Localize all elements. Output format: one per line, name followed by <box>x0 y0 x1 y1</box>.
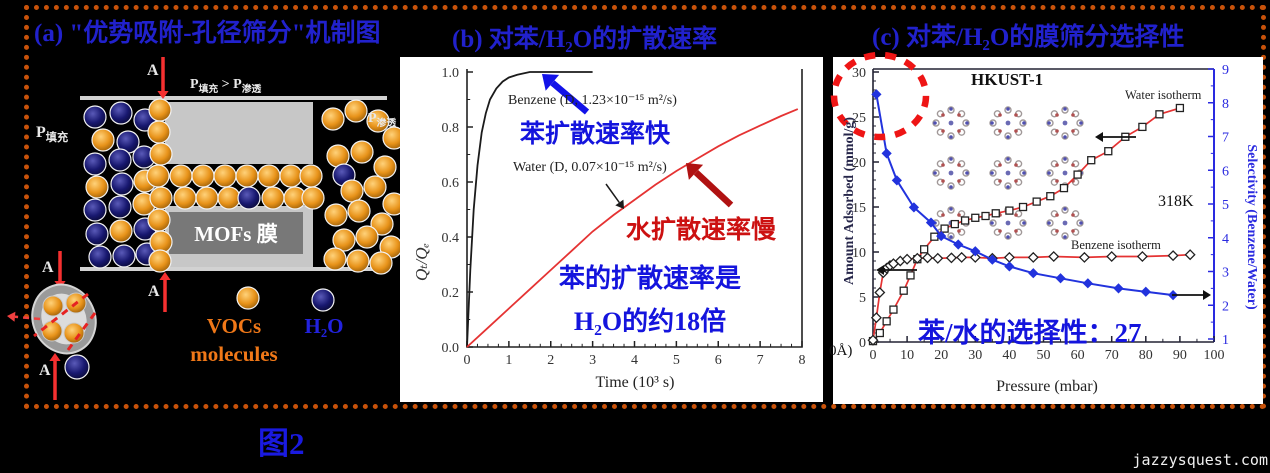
chart-b-xlabel: Time (10³ s) <box>595 374 675 391</box>
benzene-fast-annotation: 苯扩散速率快 <box>520 121 671 148</box>
svg-text:0.0: 0.0 <box>442 341 460 356</box>
svg-text:6: 6 <box>1222 164 1229 179</box>
panel-c-chart: 0 10 20 30 40 50 60 70 80 90 100 0 5 10 15 20 25 30 1 2 3 4 5 6… <box>829 51 1263 404</box>
panel-b-title: (b) 对苯/H₂O的扩散速率 <box>452 26 718 53</box>
section-a-inset-top: A <box>42 259 54 276</box>
svg-text:2: 2 <box>547 353 554 368</box>
svg-text:8: 8 <box>799 353 806 368</box>
water-diffusivity-label: Water (D, 0.07×10⁻¹⁵ m²/s) <box>513 160 667 175</box>
svg-text:0.6: 0.6 <box>442 176 460 191</box>
series-benzene <box>466 71 593 348</box>
svg-text:1: 1 <box>505 353 512 368</box>
pressure-feed-label: P填充 <box>36 124 69 145</box>
svg-text:70: 70 <box>1105 348 1119 363</box>
svg-text:10: 10 <box>900 348 914 363</box>
benzene-diffusivity-label: Benzene (D, 1.23×10⁻¹⁵ m²/s) <box>508 93 677 108</box>
svg-text:6: 6 <box>715 353 722 368</box>
section-a-bottom: A <box>148 283 160 300</box>
svg-text:7: 7 <box>1222 131 1229 146</box>
water-slow-annotation: 水扩散速率慢 <box>626 217 777 244</box>
section-a-top: A <box>147 62 159 79</box>
svg-text:30: 30 <box>968 348 982 363</box>
pressure-permeate-label: P渗透 <box>368 111 397 129</box>
svg-text:3: 3 <box>589 353 596 368</box>
svg-text:0: 0 <box>870 348 877 363</box>
svg-text:4: 4 <box>1222 232 1229 247</box>
svg-text:80: 80 <box>1139 348 1153 363</box>
svg-text:40: 40 <box>1002 348 1016 363</box>
section-a-inset-bottom: A <box>39 362 51 379</box>
mofs-membrane-box: MOFs 膜 <box>169 212 303 254</box>
svg-text:0.4: 0.4 <box>442 231 460 246</box>
svg-text:20: 20 <box>852 156 866 171</box>
figure-number-label: 图2 <box>258 426 305 461</box>
svg-text:5: 5 <box>1222 198 1229 213</box>
svg-text:4: 4 <box>631 353 638 368</box>
water-isotherm-label: Water isotherm <box>1125 88 1202 102</box>
series-selectivity <box>875 94 1174 297</box>
chart-b-ylabel: Qₜ/Qₑ <box>412 243 431 281</box>
svg-text:10: 10 <box>852 246 866 261</box>
svg-text:30: 30 <box>852 66 866 81</box>
cropped-axis-fragment: 0Å) <box>829 343 853 359</box>
svg-text:9: 9 <box>1222 63 1229 78</box>
svg-text:3: 3 <box>1222 266 1229 281</box>
chart-c-xlabel: Pressure (mbar) <box>996 378 1098 395</box>
molecule-field <box>83 98 406 275</box>
svg-text:20: 20 <box>934 348 948 363</box>
chart-c-ylabel-left: Amount Adsorbed (mmol/g) <box>842 117 857 286</box>
highlight-circle <box>830 51 930 141</box>
svg-text:100: 100 <box>1204 348 1225 363</box>
svg-text:1.0: 1.0 <box>442 66 460 81</box>
svg-text:0.8: 0.8 <box>442 121 460 136</box>
legend-water-label: H₂O <box>304 314 344 338</box>
mofs-membrane-label: MOFs 膜 <box>194 222 278 246</box>
chart-c-ylabel-right: Selectivity (Benzene/Water) <box>1244 144 1259 310</box>
legend-swatches <box>236 286 335 312</box>
legend-vocs-line2: molecules <box>190 342 278 366</box>
ratio-annotation-line2: H₂O的约18倍 <box>573 307 727 336</box>
watermark: jazzysquest.com <box>1132 451 1268 469</box>
svg-text:2: 2 <box>1222 299 1229 314</box>
svg-text:0: 0 <box>464 353 471 368</box>
pressure-compare-label: P填充 > P渗透 <box>190 77 262 95</box>
legend-vocs-line1: VOCs <box>206 314 262 338</box>
svg-text:60: 60 <box>1071 348 1085 363</box>
benzene-isotherm-label: Benzene isotherm <box>1071 238 1161 252</box>
svg-text:1: 1 <box>1222 333 1229 348</box>
dashed-border-box <box>24 5 1266 409</box>
selectivity-annotation: 苯/水的选择性：27 <box>918 318 1142 348</box>
panel-a-diagram: MOFs 膜 P填充 P填充 > P渗透 P渗透 A A A A VOCs mo… <box>0 0 406 473</box>
series-water-isotherm <box>872 107 1181 342</box>
svg-text:7: 7 <box>757 353 764 368</box>
series-water <box>466 108 799 348</box>
mof-structure-inset <box>932 106 1084 240</box>
svg-text:8: 8 <box>1222 97 1229 112</box>
svg-text:15: 15 <box>852 201 866 216</box>
panel-b-chart: 0 1 2 3 4 5 6 7 8 0.0 0.2 0.4 0.6 0.8 1.0 Qₜ/Qₑ Time (… <box>400 57 823 402</box>
ratio-annotation-line1: 苯的扩散速率是 <box>558 264 741 293</box>
support-block-top <box>165 102 313 164</box>
svg-text:5: 5 <box>673 353 680 368</box>
temperature-label: 318K <box>1158 193 1194 210</box>
selectivity-chart-svg: 0 10 20 30 40 50 60 70 80 90 100 0 5 10 15 20 25 30 1 2 3 4 5 6… <box>830 51 1229 363</box>
svg-text:90: 90 <box>1173 348 1187 363</box>
hkust1-label: HKUST-1 <box>971 70 1044 89</box>
panel-c-title: (c) 对苯/H₂O的膜筛分选择性 <box>872 24 1185 51</box>
svg-text:0: 0 <box>859 336 866 351</box>
panel-a-shapes <box>7 57 406 400</box>
svg-text:50: 50 <box>1037 348 1051 363</box>
svg-text:0.2: 0.2 <box>442 286 460 301</box>
panel-a-title: (a) "优势吸附-孔径筛分"机制图 <box>34 20 381 47</box>
diffusion-chart-svg: 0 1 2 3 4 5 6 7 8 0.0 0.2 0.4 0.6 0.8 1.0 <box>442 66 806 368</box>
pore-cross-section-inset <box>7 283 97 380</box>
svg-text:5: 5 <box>859 291 866 306</box>
svg-text:25: 25 <box>852 111 866 126</box>
